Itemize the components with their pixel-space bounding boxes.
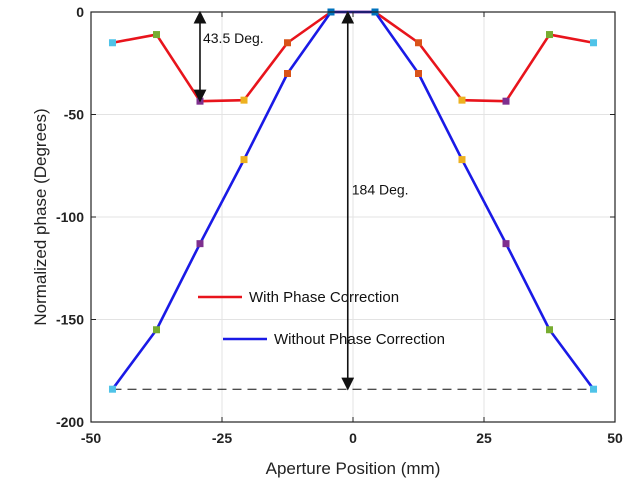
annotation-label: 184 Deg. [352, 181, 409, 197]
data-point [240, 96, 248, 104]
legend: With Phase Correction Without Phase Corre… [198, 289, 445, 348]
x-tick-label: -50 [81, 430, 101, 446]
data-point [546, 326, 553, 334]
data-point [415, 39, 422, 47]
annotation-label: 43.5 Deg. [203, 30, 264, 46]
y-tick-label: -50 [64, 107, 84, 123]
data-point [502, 97, 510, 105]
data-point [546, 31, 553, 39]
data-point [108, 385, 116, 393]
y-tick-label: -150 [56, 312, 84, 328]
x-tick-label: 50 [607, 430, 623, 446]
y-axis-label: Normalized phase (Degrees) [31, 108, 50, 325]
data-point [108, 39, 116, 47]
legend-label: With Phase Correction [249, 289, 399, 306]
data-point [284, 70, 291, 77]
data-point [458, 96, 466, 104]
legend-label: Without Phase Correction [274, 331, 445, 348]
data-point [415, 70, 422, 77]
data-point [590, 39, 598, 47]
data-point [240, 156, 248, 164]
y-tick-label: 0 [76, 4, 84, 20]
data-point [502, 240, 510, 248]
annotations: 43.5 Deg. 184 Deg. [193, 10, 409, 391]
x-tick-label: 25 [476, 430, 492, 446]
data-point [196, 240, 204, 248]
data-point [153, 326, 160, 334]
data-point [284, 39, 291, 47]
y-tick-label: -100 [56, 209, 84, 225]
axis-ticks: -50 -25 0 25 50 0 -50 -100 -150 -200 [56, 4, 623, 446]
x-tick-label: 0 [349, 430, 357, 446]
data-point [458, 156, 466, 164]
data-point [153, 31, 160, 39]
x-tick-label: -25 [212, 430, 232, 446]
y-tick-label: -200 [56, 414, 84, 430]
x-axis-label: Aperture Position (mm) [266, 459, 441, 478]
data-point [590, 385, 598, 393]
